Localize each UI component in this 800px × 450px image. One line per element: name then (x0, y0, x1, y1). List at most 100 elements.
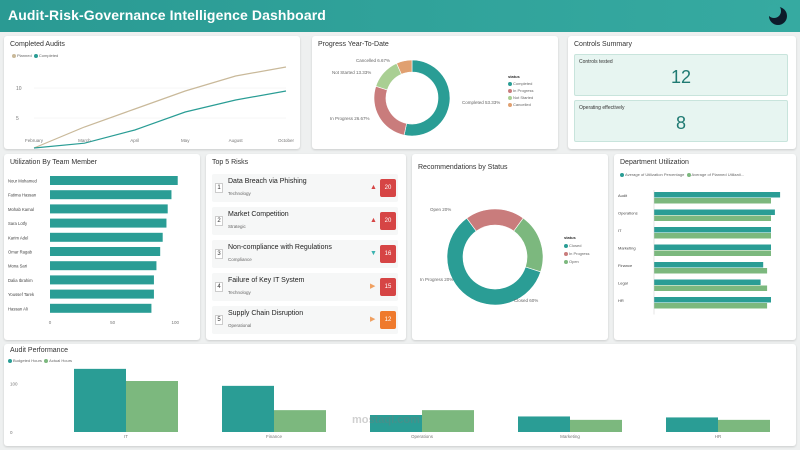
progress-legend: status Completed In Progress Not Started… (508, 73, 533, 108)
legend-dot-icon (508, 95, 512, 100)
risk-rank: 5 (215, 315, 223, 325)
y-tick-label: 10 (16, 86, 22, 92)
progress-data-label: In Progress 26.67% (330, 116, 370, 121)
legend-dot-icon (564, 243, 568, 248)
utilization-bar (50, 232, 163, 242)
department-label: IT (618, 228, 622, 233)
controls-summary-title: Controls Summary (574, 41, 632, 48)
rec-legend-label: Open (569, 259, 579, 264)
department-card: Department Utilization Average of Utiliz… (614, 154, 796, 340)
department-bar (654, 244, 771, 250)
risk-row: 2 Market Competition Strategic ▲ 20 (212, 207, 398, 235)
risk-row: 5 Supply Chain Disruption Operational ▶ 12 (212, 306, 398, 334)
x-tick-label: HR (715, 434, 722, 439)
progress-legend-title: status (508, 74, 520, 79)
legend-dot-icon (508, 81, 512, 86)
x-tick-label: Operations (411, 434, 434, 439)
department-bar (654, 227, 771, 233)
audit-performance-card: Audit Performance Budgeted Hours Actual … (4, 344, 796, 446)
legend-dot-icon (44, 358, 49, 363)
risk-rank: 3 (215, 249, 223, 259)
department-legend: Average of Utilization Percentage Averag… (620, 172, 744, 177)
operating-effectively-label: Operating effectively (579, 105, 625, 111)
legend-dot-icon (564, 251, 568, 256)
completed-audits-card: Completed Audits Planned Completed 10 5 Fe… (4, 36, 300, 149)
series-line-planned (33, 66, 287, 149)
legend-dot-icon (8, 358, 12, 363)
completed-audits-legend: Planned Completed (12, 53, 58, 58)
y-tick-label: 100 (10, 381, 18, 386)
x-tick-label: August (229, 138, 244, 143)
department-bar (654, 198, 771, 204)
audit-performance-bar (718, 419, 770, 432)
audit-performance-bar (370, 415, 422, 432)
progress-data-label: Cancelled 6.67% (356, 58, 390, 63)
risk-row: 1 Data Breach via Phishing Technology ▲ 20 (212, 174, 398, 202)
progress-legend-label: Cancelled (513, 102, 531, 107)
legend-completed: Completed (38, 53, 59, 58)
department-bar (654, 250, 771, 256)
legend-dot-icon (620, 172, 624, 177)
progress-data-label: Completed 53.33% (462, 100, 500, 105)
risk-name: Failure of Key IT System (228, 277, 305, 284)
rec-legend-item: Closed (564, 242, 589, 250)
risk-name: Market Competition (228, 211, 289, 218)
risk-category: Technology (228, 191, 251, 196)
recommendations-data-label: Open 20% (430, 207, 451, 212)
utilization-card: Utilization By Team Member Nour Mohamed F… (4, 154, 200, 340)
watermark-text: mostaql.com (352, 414, 420, 426)
utilization-bar (50, 247, 161, 256)
risk-row: 3 Non-compliance with Regulations Complian… (212, 240, 398, 268)
audit-performance-bar (222, 385, 274, 432)
department-label: HR (618, 298, 624, 303)
rec-legend-item: In Progress (564, 250, 589, 258)
legend-dot-icon (508, 102, 512, 107)
ap-legend-budgeted: Budgeted Hours (13, 358, 42, 363)
dashboard-title: Audit-Risk-Governance Intelligence Dashb… (8, 7, 326, 23)
risk-category: Strategic (228, 224, 246, 229)
utilization-bar (50, 303, 152, 313)
rec-legend-label: Closed (569, 243, 582, 248)
department-title: Department Utilization (620, 159, 689, 166)
recommendations-data-label: In Progress 20% (420, 277, 453, 282)
legend-dot-icon (33, 53, 38, 58)
risk-rank: 4 (215, 282, 223, 292)
dept-legend-util: Average of Utilization Percentage (625, 172, 685, 177)
department-bar (654, 268, 768, 274)
completed-audits-title: Completed Audits (10, 41, 65, 48)
x-tick-label: Finance (266, 434, 283, 439)
progress-slice (373, 85, 407, 136)
audit-performance-title: Audit Performance (10, 347, 68, 354)
department-label: Audit (618, 193, 628, 198)
audit-performance-legend: Budgeted Hours Actual Hours (8, 358, 72, 363)
x-tick-label: April (130, 138, 139, 143)
audit-performance-bar (126, 381, 178, 432)
risk-name: Supply Chain Disruption (228, 310, 304, 317)
progress-legend-label: Completed (513, 81, 533, 86)
utilization-bar (50, 261, 157, 271)
department-bar-chart: Audit Operations IT Marketing Finance Legal HR (618, 190, 781, 315)
team-member-label: Youssef Tarek (8, 292, 35, 297)
audit-performance-bar (666, 417, 718, 432)
risk-score-badge: 20 (380, 212, 396, 230)
department-bar (654, 285, 768, 291)
x-tick-label: Marketing (560, 434, 580, 439)
top-risks-card: Top 5 Risks 1 Data Breach via Phishing Tec… (206, 154, 406, 340)
x-tick-label: October (278, 138, 295, 143)
department-bar (654, 215, 771, 221)
trend-arrow-icon: ▲ (370, 217, 377, 224)
recommendations-data-label: Closed 60% (514, 298, 538, 303)
progress-slice (396, 59, 413, 75)
legend-dot-icon (686, 172, 691, 177)
recommendations-donut-chart: Open 20% In Progress 20% Closed 60% (420, 207, 544, 306)
team-member-label: Dalia Ibrahim (8, 278, 33, 283)
completed-audits-chart: 10 5 February March April May August October (16, 66, 295, 149)
team-member-label: Fatima Hassan (8, 193, 37, 198)
progress-legend-item: Cancelled (508, 101, 533, 108)
recommendations-slice (446, 217, 542, 306)
utilization-bar (50, 275, 154, 285)
progress-data-label: Not Started 13.33% (332, 70, 371, 75)
department-bar (654, 233, 771, 239)
utilization-bar (50, 218, 167, 228)
controls-summary-card: Controls Summary Controls tested 12 Oper… (568, 36, 796, 149)
